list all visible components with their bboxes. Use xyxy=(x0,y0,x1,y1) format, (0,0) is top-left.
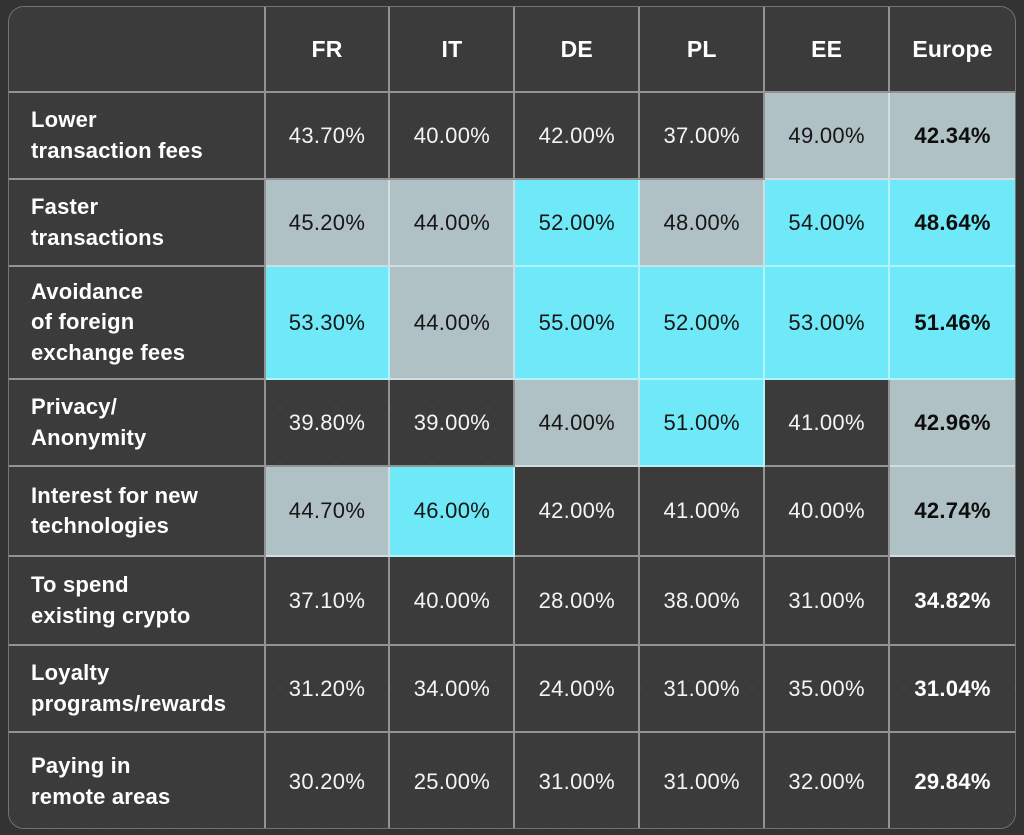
value-cell: 41.00% xyxy=(640,467,766,557)
value-cell: 40.00% xyxy=(765,467,891,557)
value-cell-europe: 42.74% xyxy=(890,467,1015,557)
column-header-europe: Europe xyxy=(890,7,1015,93)
value-cell-europe: 31.04% xyxy=(890,646,1015,733)
table-row-interest-new-technologies: Interest for new technologies 44.70% 46.… xyxy=(9,467,1015,557)
value-cell: 31.20% xyxy=(265,646,391,733)
column-header-fr: FR xyxy=(265,7,391,93)
value-cell: 39.00% xyxy=(390,380,516,467)
row-label: Loyalty programs/rewards xyxy=(9,646,266,733)
crypto-benefits-heatmap-table: FR IT DE PL EE Europe Lower transaction … xyxy=(9,7,1015,828)
value-cell: 28.00% xyxy=(515,557,641,646)
value-cell: 53.30% xyxy=(265,267,391,380)
row-label: Interest for new technologies xyxy=(9,467,266,557)
row-label: Lower transaction fees xyxy=(9,93,266,180)
table-row-spend-existing-crypto: To spend existing crypto 37.10% 40.00% 2… xyxy=(9,557,1015,646)
value-cell: 31.00% xyxy=(515,733,641,828)
value-cell: 48.00% xyxy=(640,180,766,267)
value-cell: 41.00% xyxy=(765,380,891,467)
value-cell: 37.10% xyxy=(265,557,391,646)
value-cell: 30.20% xyxy=(265,733,391,828)
table-frame: FR IT DE PL EE Europe Lower transaction … xyxy=(8,6,1016,829)
value-cell: 40.00% xyxy=(390,93,516,180)
table-row-loyalty-programs-rewards: Loyalty programs/rewards 31.20% 34.00% 2… xyxy=(9,646,1015,733)
value-cell: 42.00% xyxy=(515,467,641,557)
value-cell-europe: 42.96% xyxy=(890,380,1015,467)
value-cell: 55.00% xyxy=(515,267,641,380)
row-label: Privacy/ Anonymity xyxy=(9,380,266,467)
row-label: To spend existing crypto xyxy=(9,557,266,646)
value-cell: 44.70% xyxy=(265,467,391,557)
value-cell-europe: 29.84% xyxy=(890,733,1015,828)
value-cell: 39.80% xyxy=(265,380,391,467)
table-row-avoidance-foreign-exchange-fees: Avoidance of foreign exchange fees 53.30… xyxy=(9,267,1015,380)
value-cell: 38.00% xyxy=(640,557,766,646)
corner-cell xyxy=(9,7,266,93)
value-cell: 31.00% xyxy=(640,646,766,733)
value-cell: 24.00% xyxy=(515,646,641,733)
value-cell: 44.00% xyxy=(515,380,641,467)
value-cell: 44.00% xyxy=(390,180,516,267)
value-cell: 37.00% xyxy=(640,93,766,180)
value-cell: 42.00% xyxy=(515,93,641,180)
value-cell: 25.00% xyxy=(390,733,516,828)
value-cell: 31.00% xyxy=(765,557,891,646)
value-cell-europe: 48.64% xyxy=(890,180,1015,267)
value-cell-europe: 34.82% xyxy=(890,557,1015,646)
row-label: Faster transactions xyxy=(9,180,266,267)
row-label: Paying in remote areas xyxy=(9,733,266,828)
value-cell: 52.00% xyxy=(640,267,766,380)
value-cell: 49.00% xyxy=(765,93,891,180)
value-cell: 32.00% xyxy=(765,733,891,828)
value-cell: 51.00% xyxy=(640,380,766,467)
value-cell: 35.00% xyxy=(765,646,891,733)
header-row: FR IT DE PL EE Europe xyxy=(9,7,1015,93)
column-header-it: IT xyxy=(390,7,516,93)
value-cell-europe: 51.46% xyxy=(890,267,1015,380)
value-cell: 43.70% xyxy=(265,93,391,180)
value-cell-europe: 42.34% xyxy=(890,93,1015,180)
value-cell: 52.00% xyxy=(515,180,641,267)
table-row-lower-transaction-fees: Lower transaction fees 43.70% 40.00% 42.… xyxy=(9,93,1015,180)
value-cell: 40.00% xyxy=(390,557,516,646)
row-label: Avoidance of foreign exchange fees xyxy=(9,267,266,380)
value-cell: 44.00% xyxy=(390,267,516,380)
value-cell: 54.00% xyxy=(765,180,891,267)
value-cell: 34.00% xyxy=(390,646,516,733)
value-cell: 31.00% xyxy=(640,733,766,828)
column-header-de: DE xyxy=(515,7,641,93)
table-row-faster-transactions: Faster transactions 45.20% 44.00% 52.00%… xyxy=(9,180,1015,267)
table-row-privacy-anonymity: Privacy/ Anonymity 39.80% 39.00% 44.00% … xyxy=(9,380,1015,467)
value-cell: 53.00% xyxy=(765,267,891,380)
value-cell: 46.00% xyxy=(390,467,516,557)
column-header-ee: EE xyxy=(765,7,891,93)
value-cell: 45.20% xyxy=(265,180,391,267)
table-row-paying-remote-areas: Paying in remote areas 30.20% 25.00% 31.… xyxy=(9,733,1015,828)
column-header-pl: PL xyxy=(640,7,766,93)
